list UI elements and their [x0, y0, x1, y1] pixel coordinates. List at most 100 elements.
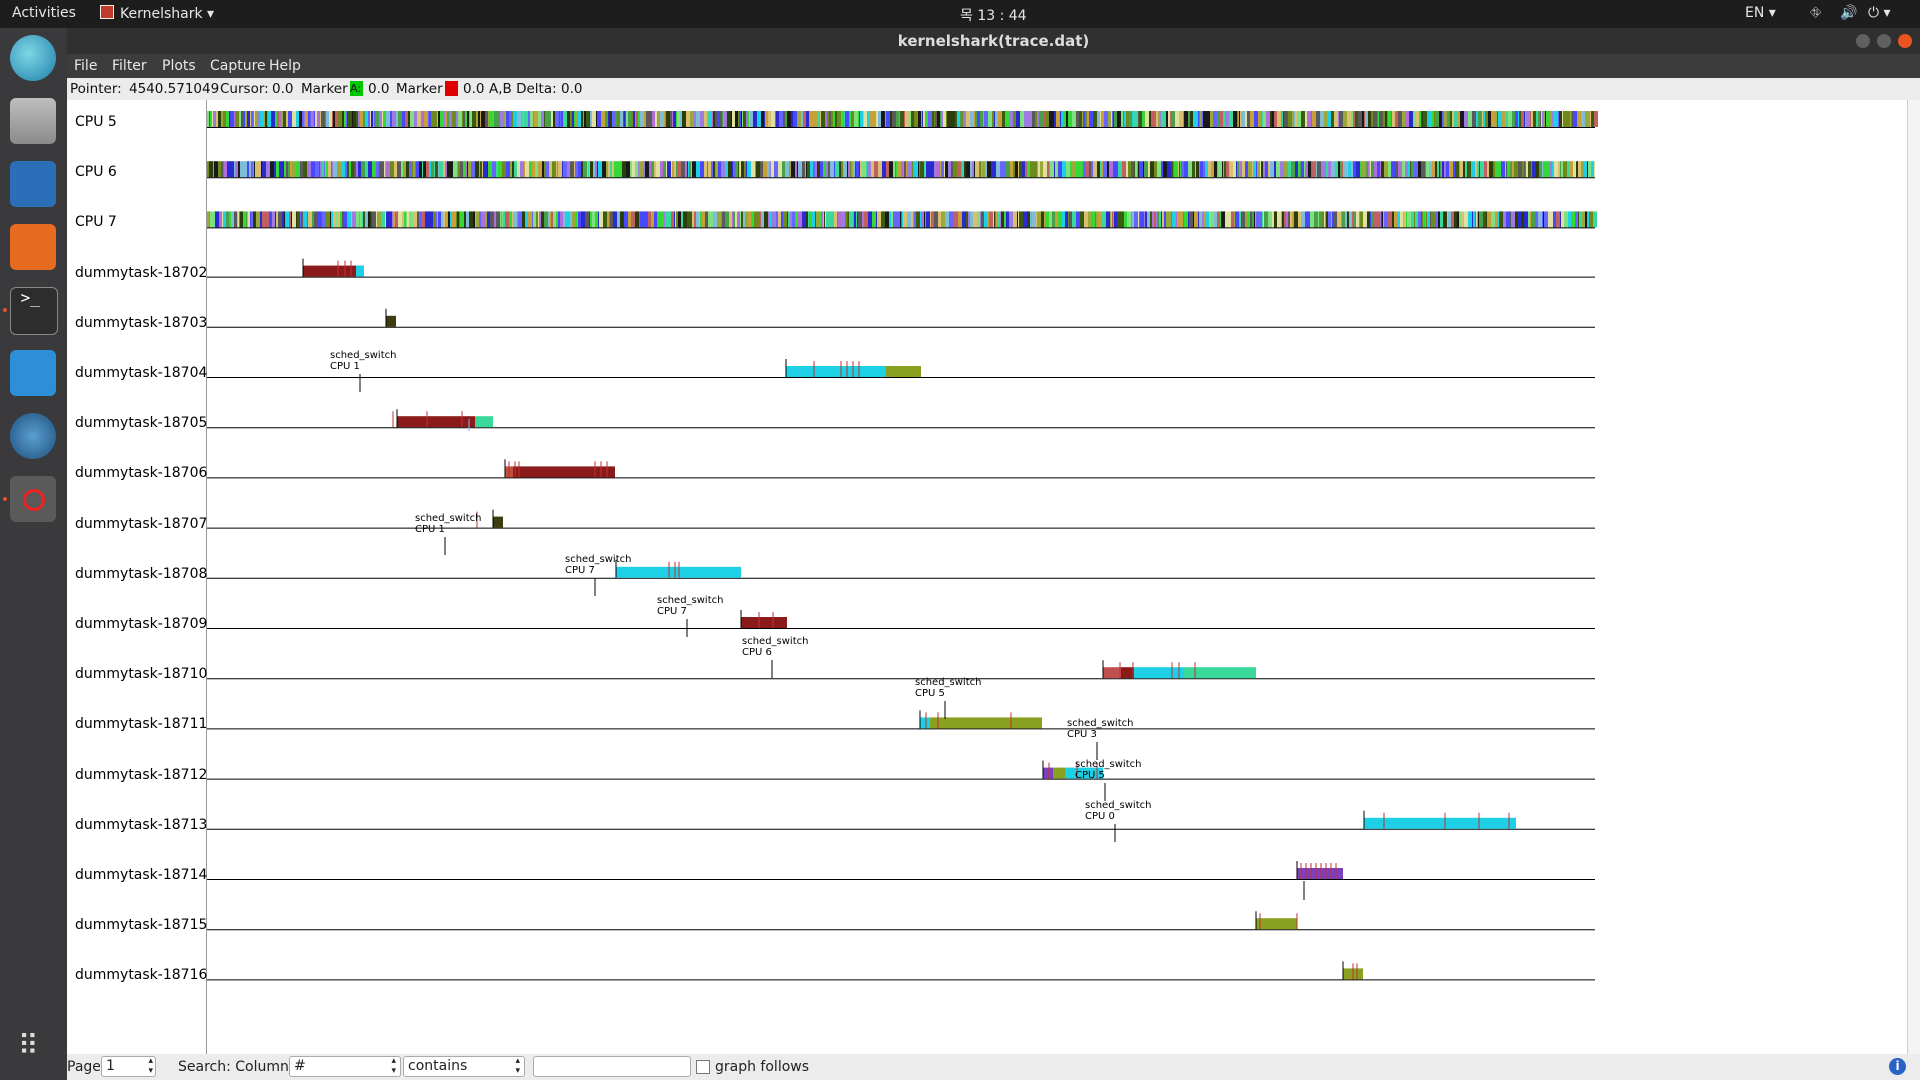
task-row-label[interactable]: dummytask-18710 [75, 666, 208, 683]
cpu-activity-stripe [851, 111, 854, 127]
cpu-activity-stripe [1060, 111, 1061, 127]
files-icon[interactable] [10, 98, 56, 144]
cpu-activity-stripe [1113, 161, 1117, 178]
show-apps-icon[interactable]: ⠿ [18, 1029, 39, 1062]
cpu-activity-stripe [966, 161, 970, 178]
info-icon[interactable]: i [1889, 1058, 1906, 1075]
task-row-label[interactable]: dummytask-18711 [75, 716, 208, 733]
menu-filter[interactable]: Filter [112, 58, 147, 74]
cpu-row-label[interactable]: CPU 6 [75, 164, 117, 181]
activities-button[interactable]: Activities [12, 5, 76, 21]
cpu-activity-stripe [694, 211, 696, 228]
cpu-activity-stripe [1418, 161, 1421, 178]
cpu-activity-stripe [1152, 111, 1156, 127]
cpu-activity-stripe [368, 211, 370, 228]
maximize-button[interactable] [1877, 34, 1891, 48]
browser-icon[interactable] [10, 35, 56, 81]
close-button[interactable] [1898, 34, 1912, 48]
cpu-activity-stripe [782, 161, 785, 178]
cpu-row-label[interactable]: CPU 5 [75, 114, 117, 130]
cpu-activity-stripe [488, 161, 492, 178]
marker-b-button[interactable]: B [445, 81, 458, 96]
vscode-icon[interactable] [10, 350, 56, 396]
cpu-activity-stripe [1123, 111, 1124, 127]
match-select[interactable]: contains ▴ ▾ [403, 1056, 525, 1077]
menu-help[interactable]: Help [269, 58, 301, 74]
kernelshark-dock-icon[interactable] [10, 413, 56, 459]
cpu-activity-stripe [678, 211, 681, 228]
cpu-activity-stripe [360, 211, 362, 228]
menu-capture[interactable]: Capture [210, 58, 266, 74]
volume-icon[interactable]: 🔊 [1840, 5, 1858, 21]
cpu-activity-stripe [798, 161, 802, 178]
search-input[interactable] [533, 1056, 691, 1077]
task-row-label[interactable]: dummytask-18713 [75, 816, 208, 833]
cpu-activity-stripe [487, 211, 490, 228]
cpu-activity-stripe [721, 211, 722, 228]
terminal-icon[interactable]: >_ [10, 287, 58, 335]
cpu-activity-stripe [284, 211, 285, 228]
cpu-activity-stripe [253, 161, 254, 178]
network-icon[interactable]: ⛗ [1810, 5, 1822, 21]
cpu-activity-stripe [348, 111, 352, 127]
column-select[interactable]: # ▴ ▾ [289, 1056, 401, 1077]
cpu-activity-stripe [700, 111, 704, 127]
cpu-activity-stripe [754, 211, 755, 228]
cpu-activity-stripe [260, 111, 264, 127]
marker-a-button[interactable]: A: [350, 81, 363, 96]
cpu-activity-stripe [783, 211, 787, 228]
menu-file[interactable]: File [74, 58, 98, 74]
blocked-app-icon[interactable] [10, 476, 56, 522]
cpu-activity-stripe [1055, 161, 1058, 178]
task-row-label[interactable]: dummytask-18712 [75, 766, 208, 783]
cpu-activity-stripe [787, 211, 788, 228]
power-icon[interactable]: ⏻ ▾ [1868, 5, 1891, 21]
vertical-scrollbar[interactable] [1907, 100, 1920, 1054]
app-menu[interactable]: Kernelshark ▾ [100, 5, 214, 22]
cpu-row-label[interactable]: CPU 7 [75, 214, 117, 231]
cpu-activity-stripe [1556, 211, 1560, 228]
cpu-activity-stripe [1464, 111, 1468, 127]
task-row-label[interactable]: dummytask-18707 [75, 515, 208, 532]
cpu-activity-stripe [286, 111, 288, 127]
cpu-activity-stripe [218, 111, 221, 127]
cpu-activity-stripe [1453, 161, 1455, 178]
task-row-label[interactable]: dummytask-18714 [75, 867, 208, 883]
cpu-activity-stripe [821, 211, 823, 228]
language-indicator[interactable]: EN ▾ [1745, 5, 1776, 21]
task-row-label[interactable]: dummytask-18705 [75, 415, 208, 432]
minimize-button[interactable] [1856, 34, 1870, 48]
spin-arrows-icon[interactable]: ▴ ▾ [148, 1056, 153, 1076]
cpu-activity-stripe [841, 161, 843, 178]
page-spinbox[interactable]: 1 ▴ ▾ [101, 1056, 156, 1077]
trace-graph[interactable]: CPU 5 CPU 6 CPU 7 dummytask-18702 dummytask-… [67, 100, 1920, 1054]
task-row-label[interactable]: dummytask-18708 [75, 565, 208, 582]
task-row-label[interactable]: dummytask-18715 [75, 917, 208, 934]
cpu-activity-stripe [1005, 111, 1009, 127]
cpu-activity-stripe [1259, 111, 1262, 127]
cpu-activity-stripe [739, 111, 741, 127]
task-row-label[interactable]: dummytask-18709 [75, 616, 208, 632]
task-row-label[interactable]: dummytask-18703 [75, 314, 208, 331]
task-row-label[interactable]: dummytask-18704 [75, 365, 208, 381]
cpu-activity-stripe [1009, 211, 1013, 228]
cpu-activity-stripe [512, 211, 513, 228]
cpu-activity-stripe [445, 161, 447, 178]
clock[interactable]: 목 13 : 44 [960, 8, 1027, 24]
cpu-activity-stripe [1217, 111, 1220, 127]
cpu-activity-stripe [405, 111, 408, 127]
menu-plots[interactable]: Plots [162, 58, 196, 74]
task-row-label[interactable]: dummytask-18702 [75, 264, 208, 281]
cpu-activity-stripe [1573, 111, 1577, 127]
software-center-icon[interactable] [10, 224, 56, 270]
pointer-value: 4540.571049 [129, 81, 220, 97]
task-row-label[interactable]: dummytask-18716 [75, 967, 208, 984]
cpu-activity-stripe [981, 161, 982, 178]
cpu-activity-stripe [1165, 111, 1166, 127]
task-row-label[interactable]: dummytask-18706 [75, 465, 208, 482]
graph-follows-checkbox[interactable] [696, 1060, 710, 1074]
writer-icon[interactable] [10, 161, 56, 207]
cpu-activity-stripe [740, 211, 741, 228]
cpu-activity-stripe [1421, 161, 1425, 178]
